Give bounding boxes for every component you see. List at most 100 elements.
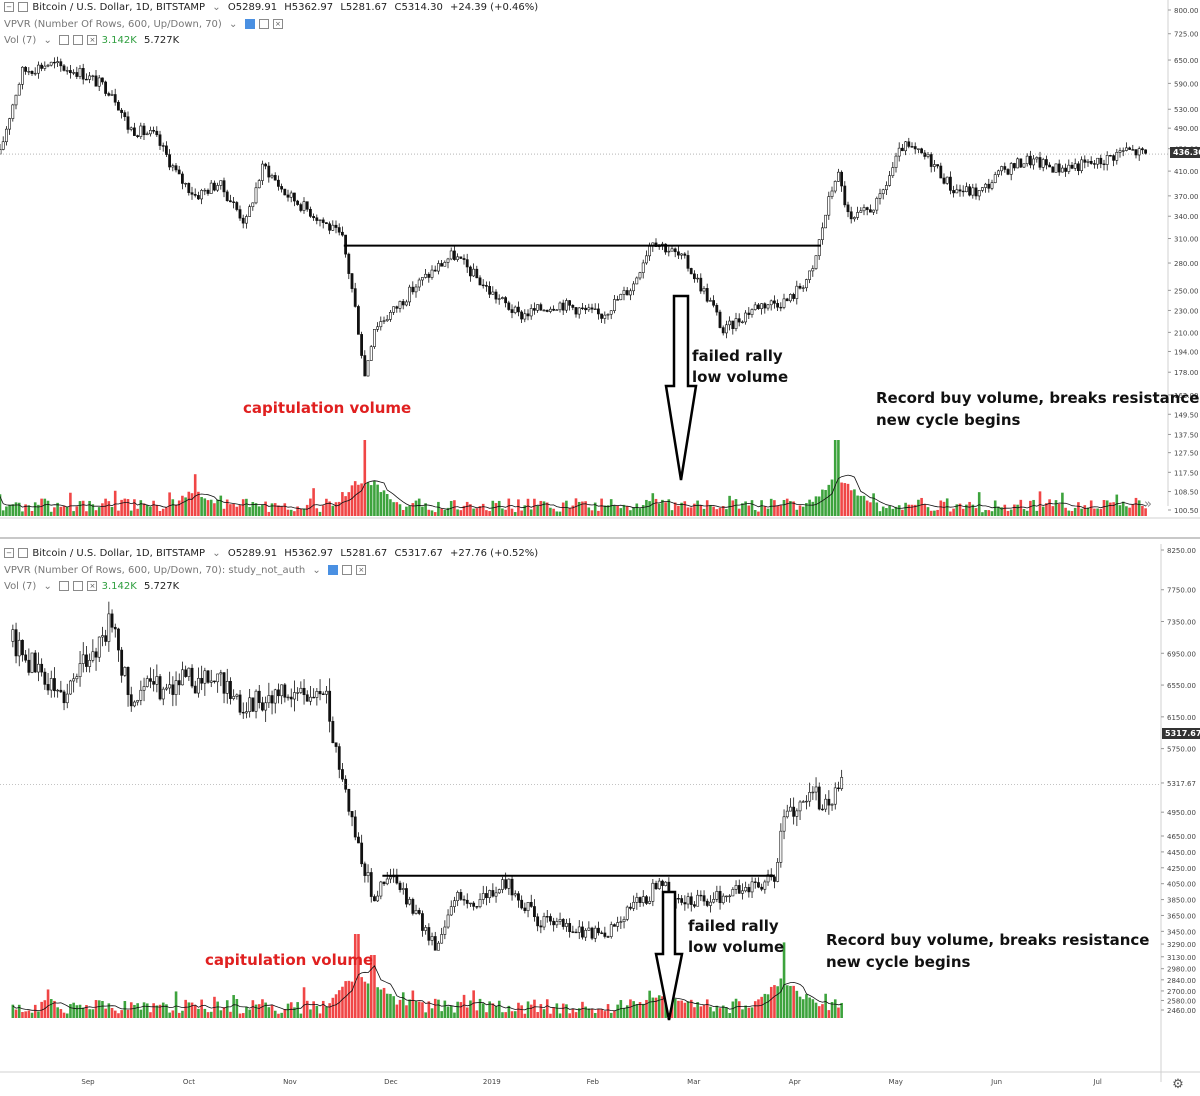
pane-divider[interactable] <box>0 537 1200 539</box>
eye-icon[interactable] <box>59 581 70 591</box>
settings-gear-icon[interactable]: ⚙ <box>1172 1077 1184 1092</box>
candle-body <box>840 171 844 187</box>
volume-bar <box>248 507 251 516</box>
volume-bar <box>232 503 235 516</box>
volume-bar <box>939 500 943 516</box>
candle-body <box>382 320 386 322</box>
candle-body <box>414 910 418 914</box>
volume-ma-line <box>12 965 842 1012</box>
candle-body <box>952 190 956 194</box>
candle-body <box>161 688 165 700</box>
chevron-down-icon[interactable]: ⌄ <box>43 581 52 592</box>
candle-body <box>424 927 428 931</box>
visibility-icon[interactable] <box>327 565 338 575</box>
candle-body <box>577 307 581 315</box>
candle-body <box>1144 149 1148 154</box>
price-chart-top[interactable]: 800.00725.00650.00590.00530.00490.00450.… <box>0 0 1200 520</box>
close-icon[interactable]: × <box>272 19 283 29</box>
volume-bar <box>773 500 776 516</box>
vpvr-label[interactable]: VPVR (Number Of Rows, 600, Up/Down, 70) <box>4 19 222 30</box>
settings-icon[interactable] <box>342 565 353 575</box>
volume-bar <box>865 500 869 516</box>
volume-bar <box>753 1001 757 1018</box>
candle-body <box>1064 167 1068 172</box>
candle-body <box>139 125 143 137</box>
candle-body <box>219 672 223 675</box>
volume-bar <box>296 1002 299 1018</box>
chart-pane-top[interactable]: 800.00725.00650.00590.00530.00490.00450.… <box>0 0 1200 520</box>
candle-body <box>638 272 642 279</box>
candle-body <box>718 311 722 328</box>
candle-body <box>619 921 623 923</box>
candle-body <box>283 188 287 196</box>
volume-bar <box>581 1001 584 1018</box>
volume-bar <box>577 1008 581 1018</box>
price-chart-bottom[interactable]: 8250.00 7750.00 7350.00 6950.00 6550.00 6150.… <box>0 544 1200 1096</box>
vol-label[interactable]: Vol (7) <box>4 581 37 592</box>
candle-body <box>888 175 892 186</box>
volume-bar <box>417 498 421 516</box>
volume-bar <box>101 503 104 516</box>
vpvr-header-top: VPVR (Number Of Rows, 600, Up/Down, 70) … <box>4 19 284 30</box>
volume-bar <box>517 1002 520 1018</box>
collapse-icon[interactable]: − <box>4 2 14 12</box>
candle-body <box>472 268 476 277</box>
volume-bar <box>360 977 363 1018</box>
volume-bar <box>1115 494 1119 516</box>
candle-body <box>357 836 360 844</box>
candle-body <box>225 680 229 694</box>
collapse-icon[interactable]: − <box>4 548 14 558</box>
volume-bar <box>549 507 552 516</box>
candle-body <box>37 663 40 673</box>
x-tick-label: Sep <box>81 1078 95 1086</box>
candle-body <box>14 629 18 657</box>
volume-bar <box>680 1000 683 1018</box>
candle-body <box>11 104 15 119</box>
volume-bar <box>0 494 2 516</box>
volume-bar <box>817 1006 821 1018</box>
candle-body <box>1022 163 1026 168</box>
y-tick-label: 230.00 <box>1174 307 1199 315</box>
settings-icon[interactable] <box>73 35 84 45</box>
eye-icon[interactable] <box>59 35 70 45</box>
y-tick-label: 530.00 <box>1174 106 1199 114</box>
candle-body <box>30 652 34 673</box>
candle-body <box>731 320 735 329</box>
close-icon[interactable]: × <box>87 35 98 45</box>
settings-icon[interactable] <box>258 19 269 29</box>
close-icon[interactable]: × <box>87 581 98 591</box>
candle-body <box>392 306 396 313</box>
candle-body <box>299 687 303 693</box>
volume-bar <box>318 1013 322 1018</box>
chevron-down-icon[interactable]: ⌄ <box>212 2 221 13</box>
candle-body <box>920 148 924 154</box>
volume-bar <box>177 500 181 516</box>
vol-label[interactable]: Vol (7) <box>4 35 37 46</box>
vpvr-label[interactable]: VPVR (Number Of Rows, 600, Up/Down, 70):… <box>4 565 306 576</box>
candle-body <box>97 636 101 658</box>
symbol-title[interactable]: Bitcoin / U.S. Dollar, 1D, BITSTAMP <box>32 2 206 13</box>
volume-bar <box>942 501 946 516</box>
chevron-down-icon[interactable]: ⌄ <box>212 548 221 559</box>
candle-body <box>21 639 24 656</box>
chevron-down-icon[interactable]: ⌄ <box>43 35 52 46</box>
scroll-to-latest-icon[interactable]: » <box>1144 497 1152 512</box>
symbol-title[interactable]: Bitcoin / U.S. Dollar, 1D, BITSTAMP <box>32 548 206 559</box>
volume-bar <box>878 511 882 516</box>
chevron-down-icon[interactable]: ⌄ <box>229 19 238 30</box>
candle-body <box>789 806 792 812</box>
chart-pane-bottom[interactable]: 8250.00 7750.00 7350.00 6950.00 6550.00 6150.… <box>0 544 1200 1096</box>
volume-bar <box>693 503 696 516</box>
visibility-icon[interactable] <box>244 19 255 29</box>
candle-body <box>939 165 943 179</box>
candle-body <box>149 130 152 135</box>
candle-body <box>654 882 658 890</box>
candle-body <box>177 169 181 175</box>
chevron-down-icon[interactable]: ⌄ <box>312 565 321 576</box>
volume-bar <box>321 1000 325 1018</box>
volume-bar <box>302 987 306 1018</box>
close-icon[interactable]: × <box>356 565 367 575</box>
volume-bar <box>763 506 767 516</box>
ohlc-low: L5281.67 <box>340 2 388 13</box>
settings-icon[interactable] <box>73 581 84 591</box>
